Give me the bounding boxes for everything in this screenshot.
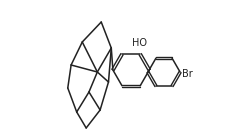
Text: HO: HO [132, 38, 146, 48]
Text: Br: Br [182, 68, 192, 79]
